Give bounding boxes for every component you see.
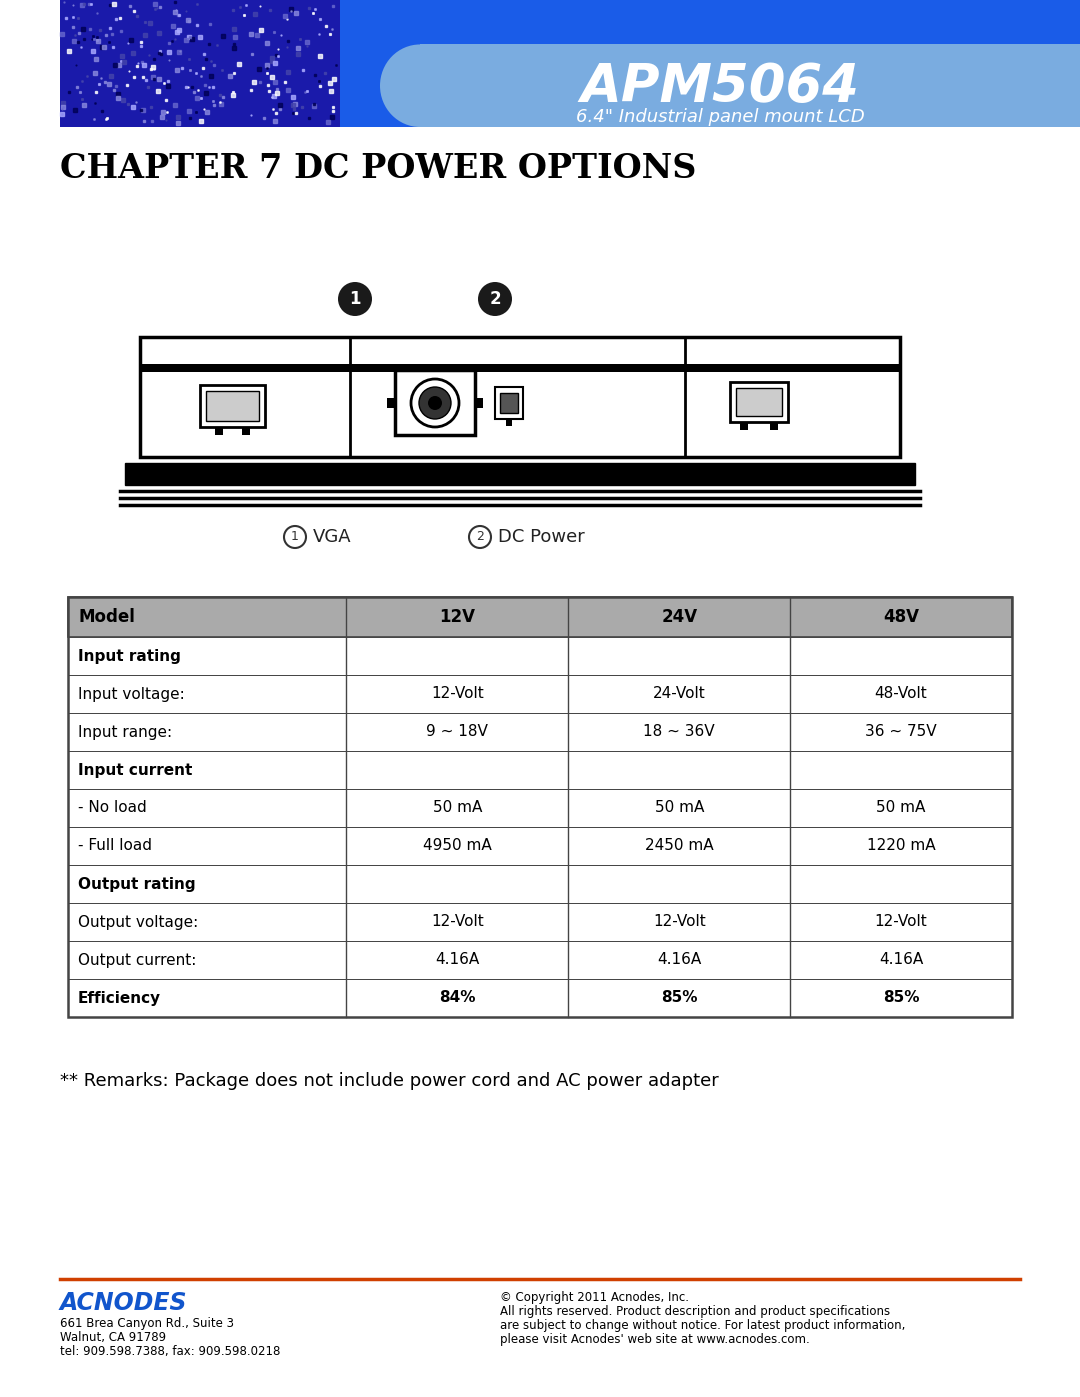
Text: 9 ~ 18V: 9 ~ 18V [427,725,488,739]
Bar [68,597,1012,1017]
Bar [68,902,1012,942]
Text: 50 mA: 50 mA [876,800,926,816]
Text: Output current:: Output current: [78,953,197,968]
Text: Output rating: Output rating [78,876,195,891]
Text: DC Power: DC Power [498,528,584,546]
Bar [730,381,788,422]
Text: 24V: 24V [661,608,698,626]
Text: 6.4" Industrial panel mount LCD: 6.4" Industrial panel mount LCD [576,108,864,126]
Text: Model: Model [78,608,135,626]
Text: © Copyright 2011 Acnodes, Inc.: © Copyright 2011 Acnodes, Inc. [500,1291,689,1303]
Text: APM5064: APM5064 [581,61,860,113]
Bar [507,419,512,426]
Text: 1: 1 [292,531,299,543]
Text: 2: 2 [476,531,484,543]
Text: 4.16A: 4.16A [879,953,923,968]
Bar [242,427,249,434]
Bar [215,427,222,434]
Text: Input current: Input current [78,763,192,778]
Bar [68,979,1012,1017]
Bar [60,0,340,127]
Text: 12-Volt: 12-Volt [875,915,928,929]
Text: 48V: 48V [883,608,919,626]
Bar [735,388,782,416]
Bar [68,942,1012,979]
Text: 4.16A: 4.16A [435,953,480,968]
Text: 12-Volt: 12-Volt [653,915,705,929]
Bar [68,675,1012,712]
Text: 12-Volt: 12-Volt [431,686,484,701]
Bar [68,712,1012,752]
Text: Output voltage:: Output voltage: [78,915,199,929]
Text: - No load: - No load [78,800,147,816]
Text: CHAPTER 7 DC POWER OPTIONS: CHAPTER 7 DC POWER OPTIONS [60,152,697,184]
Bar [395,370,475,434]
Bar [206,391,259,420]
Text: Efficiency: Efficiency [78,990,161,1006]
Text: Input rating: Input rating [78,648,180,664]
Text: Walnut, CA 91789: Walnut, CA 91789 [60,1331,166,1344]
Ellipse shape [380,45,460,127]
Text: 2450 mA: 2450 mA [645,838,714,854]
Text: VGA: VGA [313,528,352,546]
Bar [770,422,778,430]
Text: please visit Acnodes' web site at www.acnodes.com.: please visit Acnodes' web site at www.ac… [500,1333,810,1345]
Text: 4950 mA: 4950 mA [423,838,491,854]
Text: 2: 2 [489,291,501,307]
Text: 50 mA: 50 mA [654,800,704,816]
Text: 4.16A: 4.16A [657,953,701,968]
Text: 1: 1 [349,291,361,307]
Text: 85%: 85% [661,990,698,1006]
Bar [495,387,523,419]
Bar [60,0,1080,127]
Bar [68,637,1012,675]
Text: All rights reserved. Product description and product specifications: All rights reserved. Product description… [500,1305,890,1317]
Bar [420,45,1080,127]
Bar [68,865,1012,902]
Bar [740,422,748,430]
Text: 36 ~ 75V: 36 ~ 75V [865,725,936,739]
Text: 12-Volt: 12-Volt [431,915,484,929]
Text: are subject to change without notice. For latest product information,: are subject to change without notice. Fo… [500,1319,905,1331]
Text: 1220 mA: 1220 mA [867,838,935,854]
Bar [200,386,265,427]
Text: 48-Volt: 48-Volt [875,686,928,701]
Bar [125,462,915,485]
Circle shape [338,282,372,316]
Circle shape [284,527,306,548]
Text: 12V: 12V [440,608,475,626]
Circle shape [419,387,451,419]
Text: ** Remarks: Package does not include power cord and AC power adapter: ** Remarks: Package does not include pow… [60,1071,719,1090]
Text: 50 mA: 50 mA [433,800,482,816]
Bar [140,365,900,372]
Text: Input range:: Input range: [78,725,172,739]
Bar [140,337,900,457]
Text: 84%: 84% [440,990,475,1006]
Text: 24-Volt: 24-Volt [653,686,705,701]
Text: 18 ~ 36V: 18 ~ 36V [644,725,715,739]
Bar [68,752,1012,789]
Circle shape [469,527,491,548]
Circle shape [478,282,512,316]
Bar [387,398,395,408]
Text: 661 Brea Canyon Rd., Suite 3: 661 Brea Canyon Rd., Suite 3 [60,1317,234,1330]
Bar [500,393,518,414]
Circle shape [428,395,442,409]
Bar [475,398,483,408]
Circle shape [411,379,459,427]
Bar [68,827,1012,865]
Bar [68,789,1012,827]
Text: - Full load: - Full load [78,838,152,854]
Text: Input voltage:: Input voltage: [78,686,185,701]
Bar [68,597,1012,637]
Text: ACNODES: ACNODES [60,1291,188,1315]
Text: tel: 909.598.7388, fax: 909.598.0218: tel: 909.598.7388, fax: 909.598.0218 [60,1345,281,1358]
Text: 85%: 85% [882,990,919,1006]
